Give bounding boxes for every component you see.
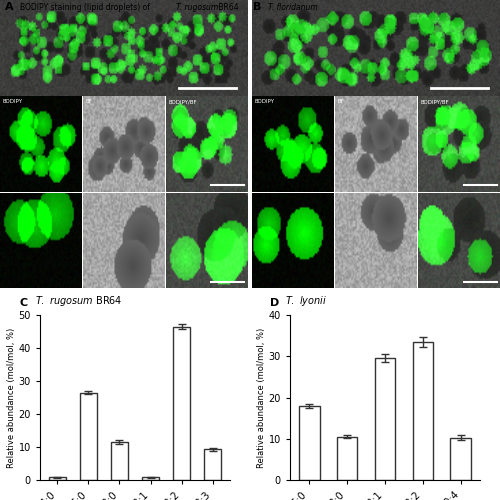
Text: B: B	[252, 2, 261, 12]
Text: $\it{T.\ lyonii}$: $\it{T.\ lyonii}$	[285, 294, 327, 308]
Text: BODIPY: BODIPY	[2, 100, 22, 104]
Y-axis label: Relative abundance (mol/mol, %): Relative abundance (mol/mol, %)	[257, 328, 266, 468]
Bar	[374, 358, 396, 480]
Bar	[142, 478, 159, 480]
Text: BODIPY: BODIPY	[255, 100, 275, 104]
Bar	[111, 442, 128, 480]
Text: D: D	[270, 298, 283, 308]
Text: C: C	[20, 298, 32, 308]
Bar	[204, 450, 222, 480]
Bar	[412, 342, 434, 480]
Text: T. floridanum: T. floridanum	[268, 2, 318, 12]
Bar	[450, 438, 471, 480]
Text: BODIPY/BF: BODIPY/BF	[420, 100, 449, 104]
Text: BF: BF	[338, 100, 344, 104]
Y-axis label: Relative abundance (mol/mol, %): Relative abundance (mol/mol, %)	[7, 328, 16, 468]
Text: T. rugosum: T. rugosum	[176, 2, 218, 12]
Text: BODIPY/BF: BODIPY/BF	[168, 100, 196, 104]
Bar	[173, 326, 190, 480]
Bar	[336, 436, 357, 480]
Text: BR64: BR64	[216, 2, 238, 12]
Text: A: A	[5, 2, 14, 12]
Bar	[80, 392, 97, 480]
Bar	[298, 406, 320, 480]
Text: BODIPY staining (lipid droplets) of: BODIPY staining (lipid droplets) of	[20, 2, 152, 12]
Text: $\it{T.\ rugosum}$ BR64: $\it{T.\ rugosum}$ BR64	[35, 294, 122, 308]
Text: BF: BF	[85, 100, 92, 104]
Bar	[48, 478, 66, 480]
